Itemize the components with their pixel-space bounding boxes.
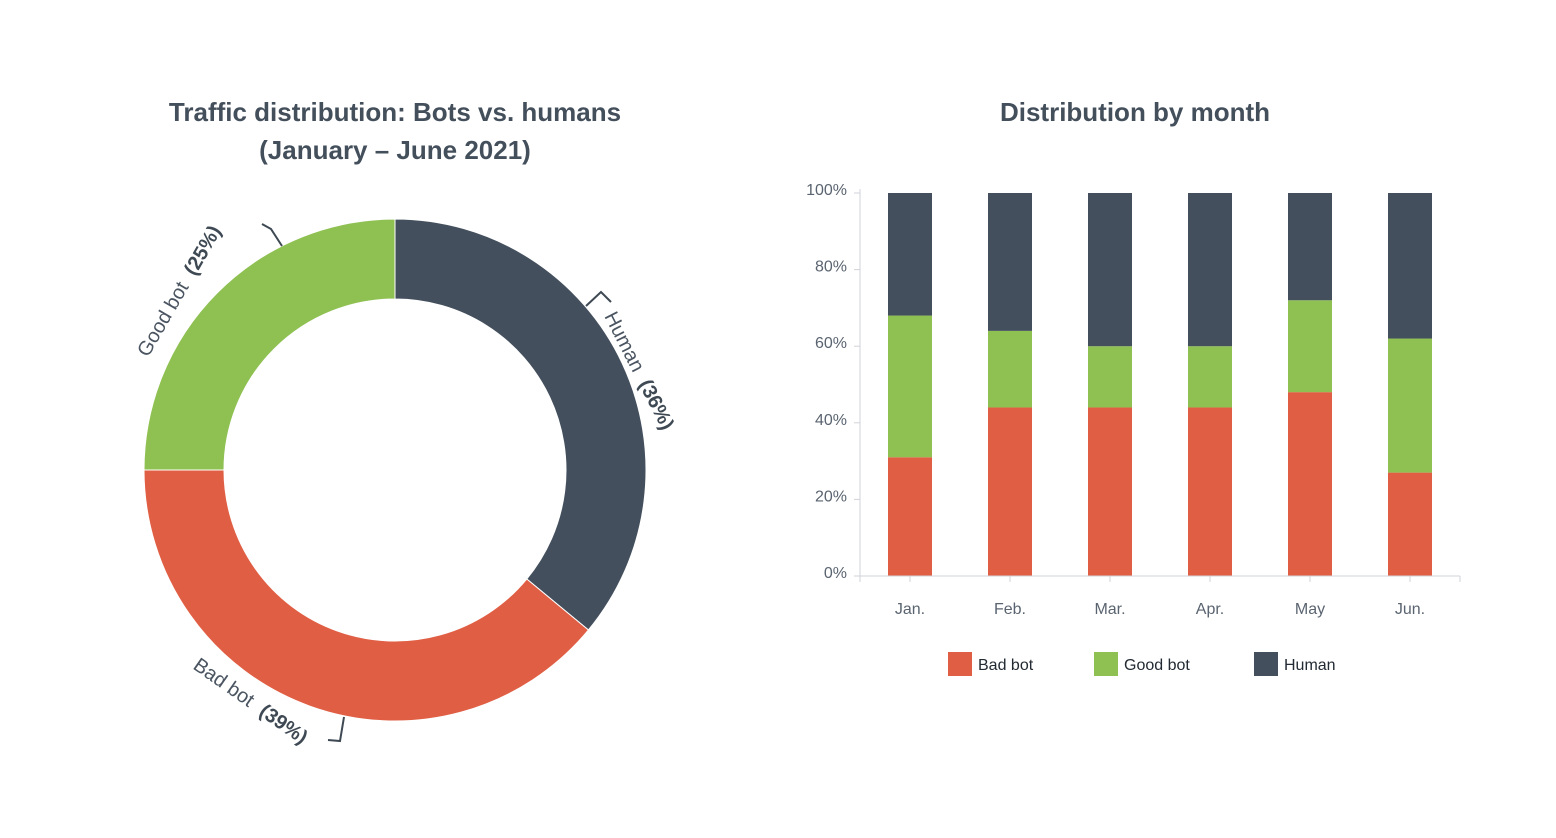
legend-label: Human [1284, 657, 1336, 674]
badbot-label-bracket [327, 716, 345, 743]
bar-chart-title: Distribution by month [999, 97, 1271, 127]
y-tick-label: 20% [815, 488, 847, 505]
donut-chart [143, 218, 647, 722]
bar-segment-good-bot [1388, 338, 1432, 473]
bar-legend: Bad bot Good bot Human [948, 652, 1336, 676]
donut-slice-badbot [143, 469, 590, 722]
stacked-bar-chart: 0% 20% 40% 60% 80% 100% Jan. Feb. Mar. Apr. May Jun… [806, 182, 1461, 618]
bar-segment-good-bot [1188, 346, 1232, 408]
x-tick-label: Mar. [1094, 601, 1125, 618]
y-tick-label: 60% [815, 335, 847, 352]
legend-swatch [1254, 652, 1278, 676]
donut-slice-human [394, 218, 647, 631]
bar-segment-human [1188, 193, 1232, 347]
legend-item-bad-bot: Bad bot [948, 652, 1034, 676]
human-label-bracket [585, 290, 612, 307]
donut-title-line2: (January – June 2021) [259, 135, 531, 165]
bar-segment-bad-bot [1288, 392, 1332, 576]
legend-item-good-bot: Good bot [1094, 652, 1190, 676]
donut-chart-title: Traffic distribution: Bots vs. humans (J… [95, 93, 695, 169]
y-tick-label: 40% [815, 412, 847, 429]
bar-segment-human [1288, 193, 1332, 301]
bar-segment-bad-bot [888, 457, 932, 576]
legend-label: Bad bot [978, 657, 1034, 674]
bar-segment-bad-bot [1188, 407, 1232, 576]
y-tick-label: 0% [824, 565, 847, 582]
bar-segment-human [1388, 193, 1432, 339]
donut-title-line1: Traffic distribution: Bots vs. humans [168, 97, 622, 127]
x-tick-label: Jun. [1395, 601, 1425, 618]
bar-segment-good-bot [988, 330, 1032, 408]
x-tick-label: Feb. [994, 601, 1026, 618]
x-tick-label: Apr. [1196, 601, 1224, 618]
legend-swatch [948, 652, 972, 676]
bar-segment-good-bot [1088, 346, 1132, 408]
y-tick-label: 100% [806, 182, 847, 199]
goodbot-label-bracket [261, 223, 283, 247]
bar-segment-good-bot [888, 315, 932, 458]
bar-segment-human [888, 193, 932, 316]
x-tick-label: May [1295, 601, 1325, 618]
y-tick-label: 80% [815, 259, 847, 276]
legend-swatch [1094, 652, 1118, 676]
bar-segment-bad-bot [1388, 472, 1432, 576]
x-tick-label: Jan. [895, 601, 925, 618]
bar-segment-human [988, 193, 1032, 331]
legend-item-human: Human [1254, 652, 1336, 676]
legend-label: Good bot [1124, 657, 1190, 674]
bar-segment-human [1088, 193, 1132, 347]
donut-slice-goodbot [143, 218, 396, 471]
bar-segment-good-bot [1288, 300, 1332, 393]
bar-segment-bad-bot [988, 407, 1032, 576]
bar-segment-bad-bot [1088, 407, 1132, 576]
